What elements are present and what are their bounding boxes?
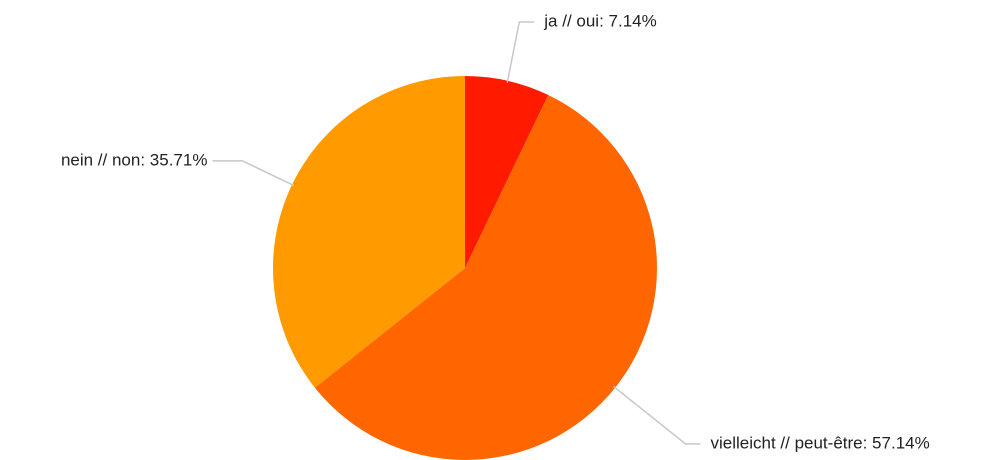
slice-label: vielleicht // peut-être: 57.14% — [710, 433, 929, 452]
pie-slice — [314, 95, 657, 460]
leader-line — [212, 160, 295, 187]
leader-line — [613, 385, 701, 445]
pie-slice — [465, 76, 549, 268]
slice-label: nein // non: 35.71% — [61, 150, 208, 169]
leader-line — [506, 21, 535, 83]
pie-slice — [273, 76, 465, 388]
slice-label: ja // oui: 7.14% — [543, 11, 656, 30]
